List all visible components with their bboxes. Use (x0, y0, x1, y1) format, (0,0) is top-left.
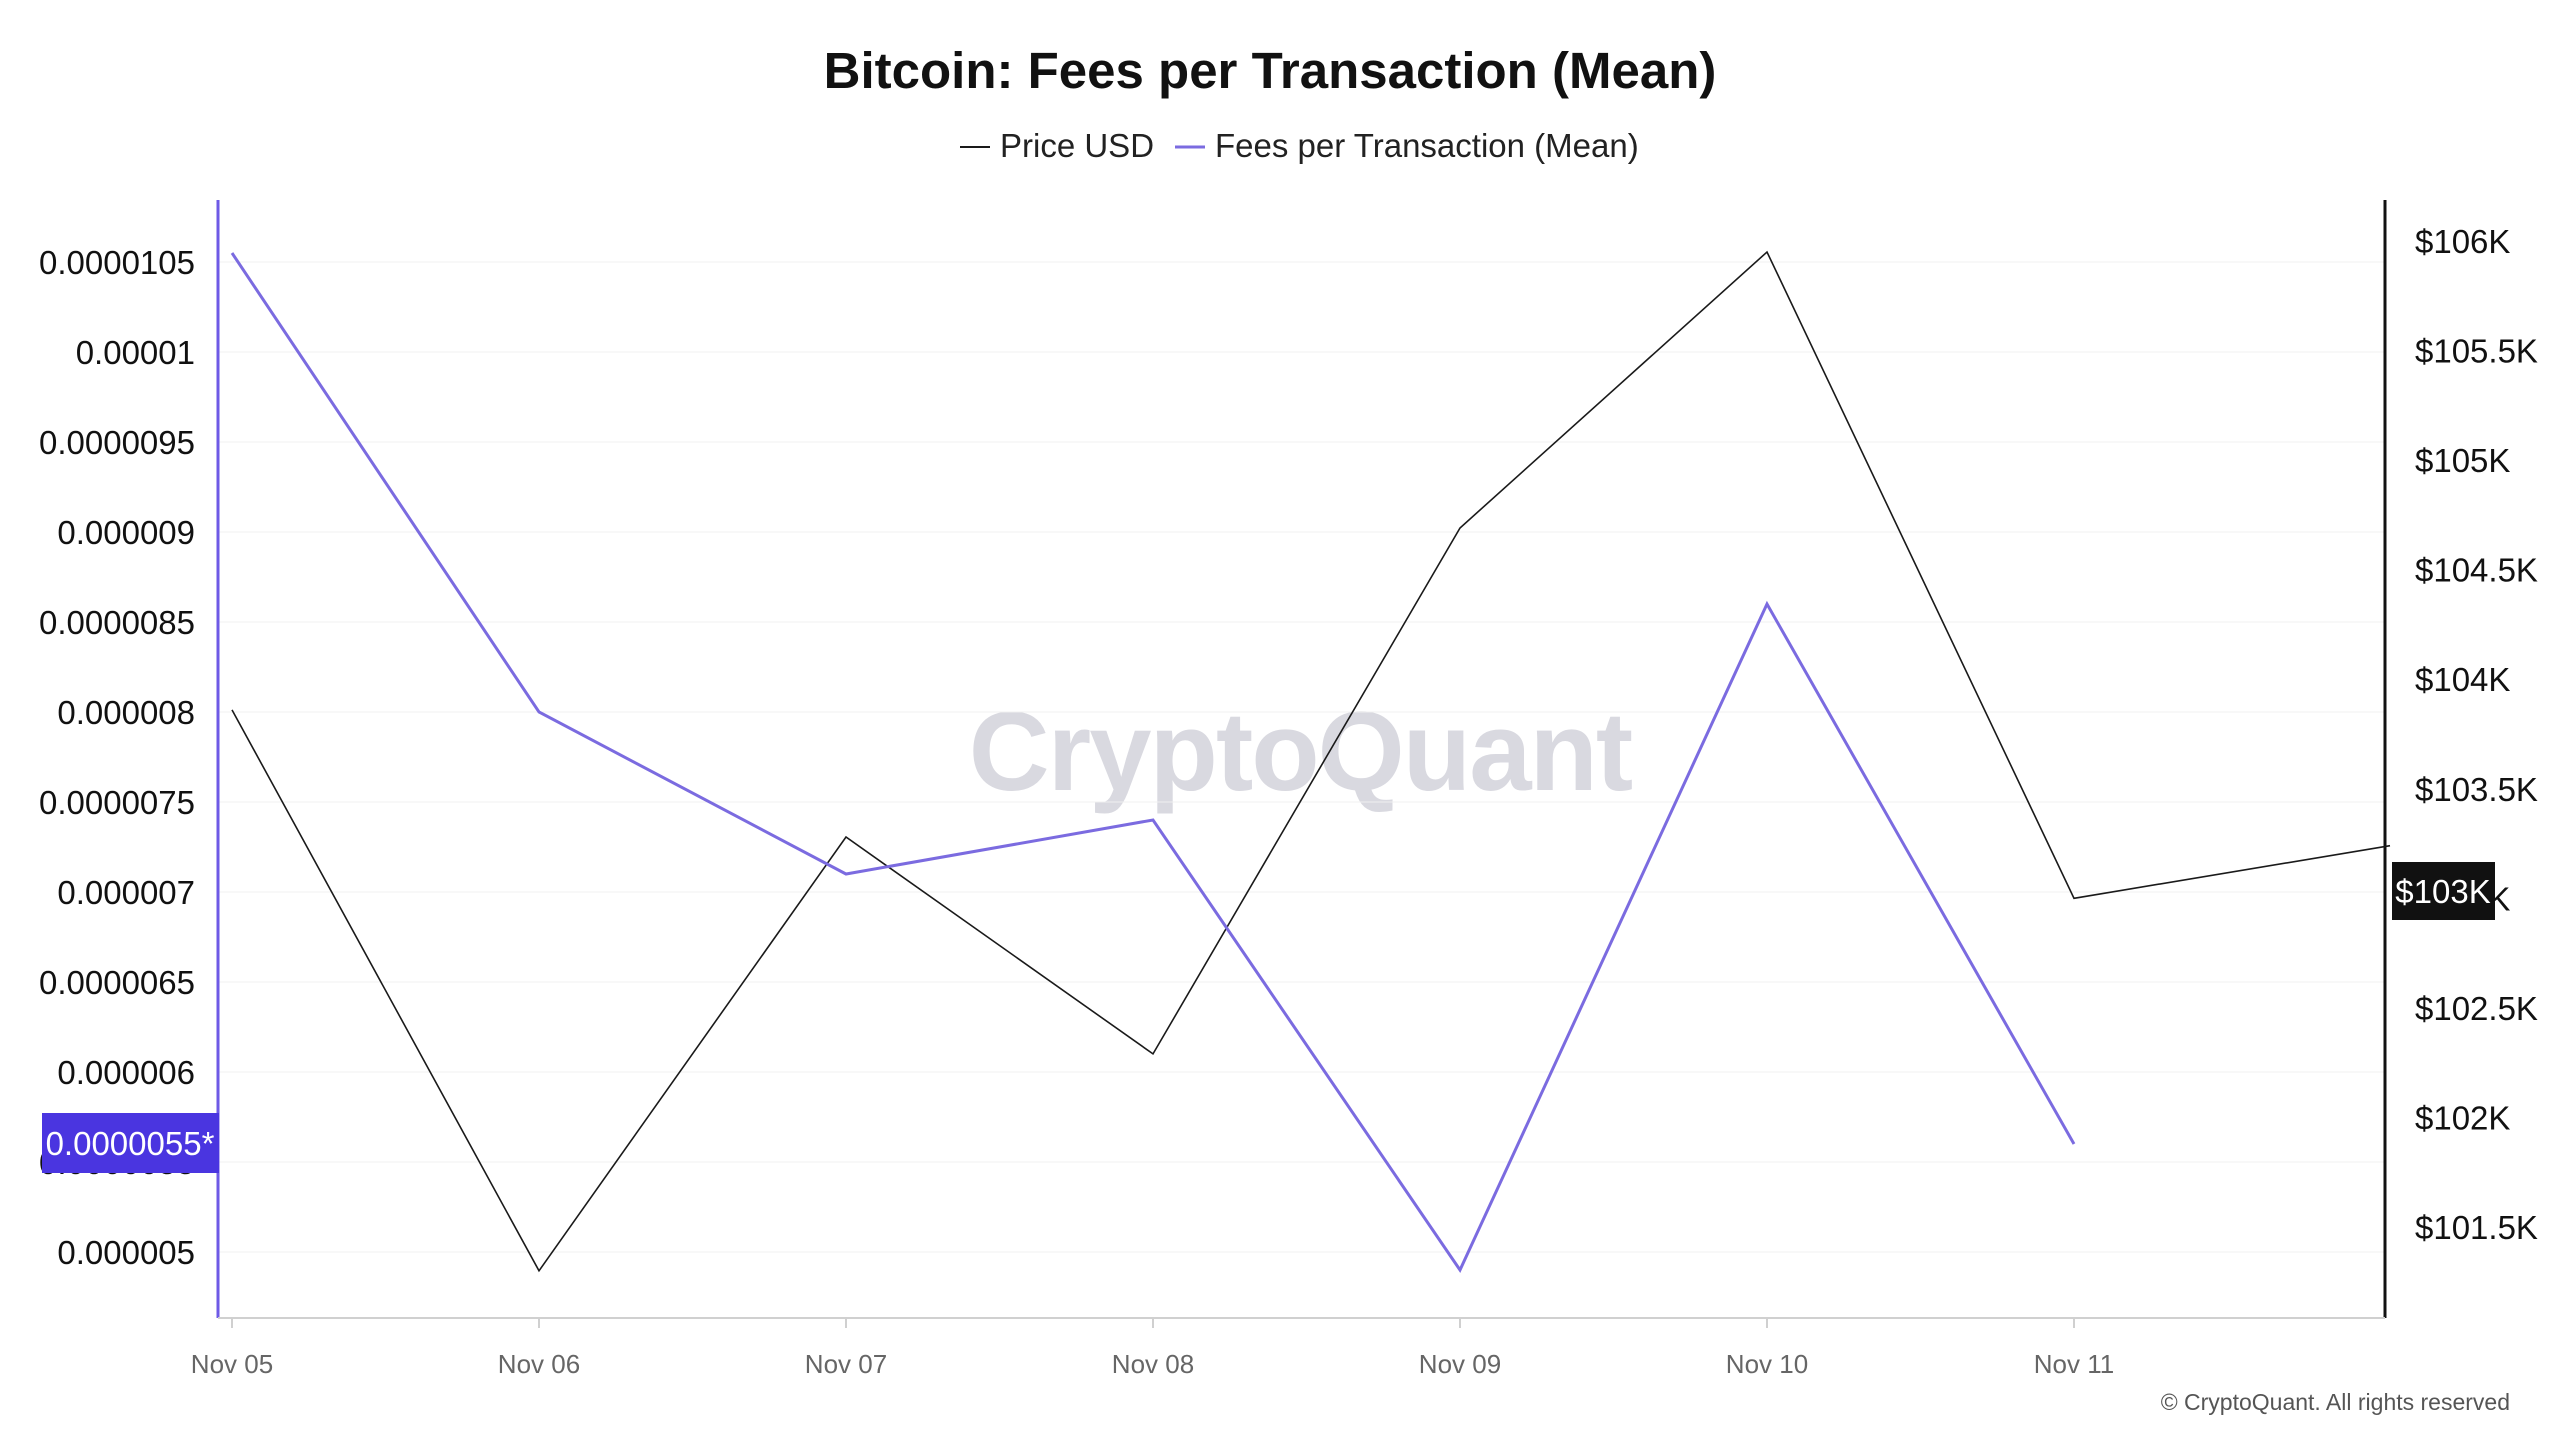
right-tick-label: $104K (2415, 661, 2510, 698)
right-tick-label: $103.5K (2415, 771, 2538, 808)
right-tick-label: $102.5K (2415, 990, 2538, 1027)
price-series-line (231, 250, 2391, 1273)
legend: Price USD Fees per Transaction (Mean) (960, 127, 1639, 164)
right-badge-label: $103K (2395, 873, 2490, 910)
left-tick-label: 0.0000095 (39, 424, 195, 461)
left-tick-label: 0.00001 (76, 334, 195, 371)
left-tick-label: 0.0000085 (39, 604, 195, 641)
left-tick-label: 0.0000075 (39, 784, 195, 821)
left-tick-label: 0.000009 (57, 514, 195, 551)
x-tick-label: Nov 08 (1112, 1349, 1194, 1379)
grid-lines (218, 261, 2385, 1253)
left-tick-label: 0.000007 (57, 874, 195, 911)
right-axis-ticks: $106K$105.5K$105K$104.5K$104K$103.5K$103… (2415, 223, 2538, 1246)
right-tick-label: $102K (2415, 1099, 2510, 1136)
left-tick-label: 0.0000065 (39, 964, 195, 1001)
right-tick-label: $104.5K (2415, 552, 2538, 589)
right-tick-label: $105K (2415, 442, 2510, 479)
x-tick-label: Nov 10 (1726, 1349, 1808, 1379)
left-tick-label: 0.0000105 (39, 244, 195, 281)
left-badge-bg (42, 1113, 219, 1173)
x-tick-label: Nov 06 (498, 1349, 580, 1379)
left-tick-label: 0.000005 (57, 1234, 195, 1271)
legend-fees-label[interactable]: Fees per Transaction (Mean) (1215, 127, 1639, 164)
x-tick-label: Nov 05 (191, 1349, 273, 1379)
legend-price-label[interactable]: Price USD (1000, 127, 1154, 164)
left-value-badge: 0.0000055* (42, 1113, 219, 1173)
right-value-badge: $103K (2392, 862, 2495, 920)
right-tick-label: $101.5K (2415, 1209, 2538, 1246)
right-badge-bg (2392, 862, 2495, 920)
left-tick-label: 0.000006 (57, 1054, 195, 1091)
x-tick-label: Nov 09 (1419, 1349, 1501, 1379)
left-axis-ticks: 0.0000105 0.00001 0.0000095 0.000009 0.00000… (39, 244, 195, 1271)
x-axis-ticks: Nov 05 Nov 06 Nov 07 Nov 08 Nov 09 Nov 10 Nov … (191, 1318, 2114, 1379)
left-tick-label: 0.000008 (57, 694, 195, 731)
right-tick-label: $106K (2415, 223, 2510, 260)
x-tick-label: Nov 11 (2034, 1349, 2114, 1379)
copyright-notice: © CryptoQuant. All rights reserved (2161, 1389, 2510, 1415)
watermark: CryptoQuant (969, 689, 1632, 814)
left-badge-label: 0.0000055* (46, 1125, 215, 1162)
chart-title: Bitcoin: Fees per Transaction (Mean) (824, 42, 1717, 99)
series-lines (230, 250, 2391, 1274)
fees-series-line (230, 252, 2076, 1274)
right-tick-label: $105.5K (2415, 333, 2538, 370)
x-tick-label: Nov 07 (805, 1349, 887, 1379)
